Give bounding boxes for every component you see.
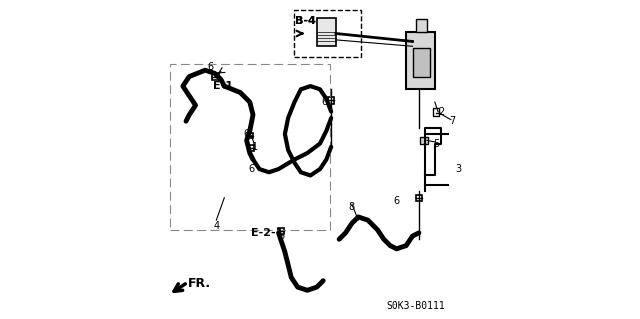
Text: 6: 6	[322, 97, 328, 107]
Bar	[248, 133, 253, 138]
Text: 3: 3	[456, 164, 462, 174]
Text: B-4: B-4	[295, 16, 316, 26]
Text: B-4: B-4	[295, 16, 316, 26]
Text: 6: 6	[394, 196, 399, 206]
Bar	[420, 137, 428, 144]
Text: 6: 6	[207, 62, 213, 72]
Text: 5: 5	[433, 138, 440, 149]
Bar	[248, 145, 254, 151]
Text: 4: 4	[213, 221, 220, 232]
Bar	[406, 32, 435, 89]
Text: 6: 6	[244, 129, 250, 139]
Bar	[416, 19, 427, 32]
Text: 8: 8	[349, 202, 355, 212]
Text: E-1: E-1	[212, 81, 233, 91]
Text: FR.: FR.	[188, 278, 211, 290]
Bar	[433, 108, 439, 116]
Text: 1: 1	[252, 142, 258, 152]
Text: 6: 6	[248, 164, 255, 174]
Bar	[416, 195, 422, 201]
Bar	[212, 73, 218, 80]
Text: 6: 6	[278, 231, 285, 241]
Bar	[328, 97, 334, 104]
Text: 7: 7	[449, 116, 456, 126]
Bar	[413, 48, 430, 77]
Bar	[294, 10, 362, 57]
Text: 2: 2	[438, 107, 444, 117]
Bar	[170, 64, 330, 230]
Bar	[317, 18, 336, 46]
Text: S0K3-B0111: S0K3-B0111	[387, 301, 445, 311]
Bar	[278, 228, 284, 234]
Text: E-2-1: E-2-1	[251, 228, 284, 238]
